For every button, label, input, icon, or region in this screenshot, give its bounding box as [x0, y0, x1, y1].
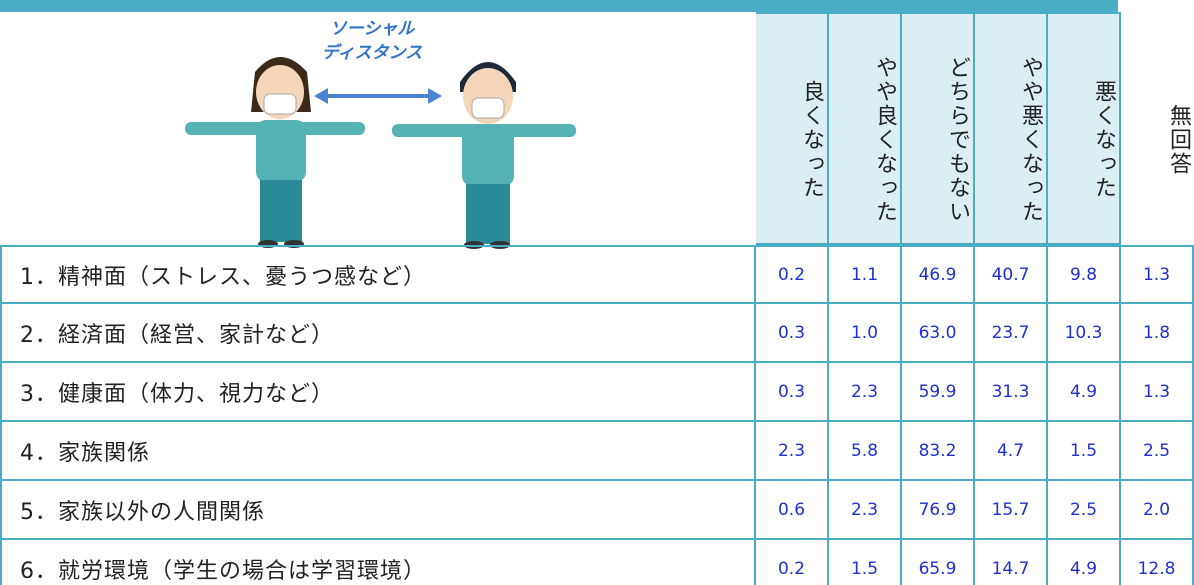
- value-cell: 1.0: [829, 304, 902, 363]
- value-cell: 31.3: [975, 363, 1048, 422]
- top-bar: [0, 0, 1118, 12]
- column-header: 無回答: [1166, 103, 1191, 176]
- person-right: [392, 62, 576, 249]
- value-cell: 1.5: [829, 540, 902, 585]
- column-header: どちらでもない: [902, 12, 975, 245]
- column-header: 良くなった: [756, 12, 829, 245]
- caption: ディスタンス: [322, 43, 422, 63]
- value-cell: 2.5: [1048, 481, 1121, 540]
- value-cell: 14.7: [975, 540, 1048, 585]
- column-header: 悪くなった: [1048, 12, 1121, 245]
- value-cell: 23.7: [975, 304, 1048, 363]
- value-cell: 12.8: [1121, 540, 1194, 585]
- row-label: 3．健康面（体力、視力など）: [0, 363, 756, 422]
- row-label: 5．家族以外の人間関係: [0, 481, 756, 540]
- row-label: 6．就労環境（学生の場合は学習環境）: [0, 540, 756, 585]
- row-label: 1．精神面（ストレス、憂うつ感など）: [0, 245, 756, 304]
- value-cell: 0.3: [756, 363, 829, 422]
- value-cell: 76.9: [902, 481, 975, 540]
- value-cell: 1.3: [1121, 363, 1194, 422]
- value-cell: 10.3: [1048, 304, 1121, 363]
- value-cell: 40.7: [975, 245, 1048, 304]
- value-cell: 9.8: [1048, 245, 1121, 304]
- value-cell: 4.9: [1048, 363, 1121, 422]
- value-cell: 4.9: [1048, 540, 1121, 585]
- value-cell: 2.5: [1121, 422, 1194, 481]
- value-cell: 0.2: [756, 540, 829, 585]
- value-cell: 15.7: [975, 481, 1048, 540]
- value-cell: 1.8: [1121, 304, 1194, 363]
- value-cell: 2.3: [829, 363, 902, 422]
- illustration: ソーシャル ディスタンス: [185, 19, 576, 249]
- value-cell: 2.3: [756, 422, 829, 481]
- value-cell: 0.2: [756, 245, 829, 304]
- column-header: やや悪くなった: [975, 12, 1048, 245]
- person-left: [185, 57, 365, 248]
- row-label: 2．経済面（経営、家計など）: [0, 304, 756, 363]
- value-cell: 1.5: [1048, 422, 1121, 481]
- value-cell: 83.2: [902, 422, 975, 481]
- caption: ソーシャル: [330, 19, 416, 39]
- value-cell: 4.7: [975, 422, 1048, 481]
- value-cell: 63.0: [902, 304, 975, 363]
- column-header: やや良くなった: [829, 12, 902, 245]
- value-cell: 1.3: [1121, 245, 1194, 304]
- value-cell: 5.8: [829, 422, 902, 481]
- value-cell: 0.3: [756, 304, 829, 363]
- value-cell: 46.9: [902, 245, 975, 304]
- value-cell: 0.6: [756, 481, 829, 540]
- value-cell: 59.9: [902, 363, 975, 422]
- value-cell: 1.1: [829, 245, 902, 304]
- value-cell: 2.3: [829, 481, 902, 540]
- value-cell: 65.9: [902, 540, 975, 585]
- value-cell: 2.0: [1121, 481, 1194, 540]
- row-label: 4．家族関係: [0, 422, 756, 481]
